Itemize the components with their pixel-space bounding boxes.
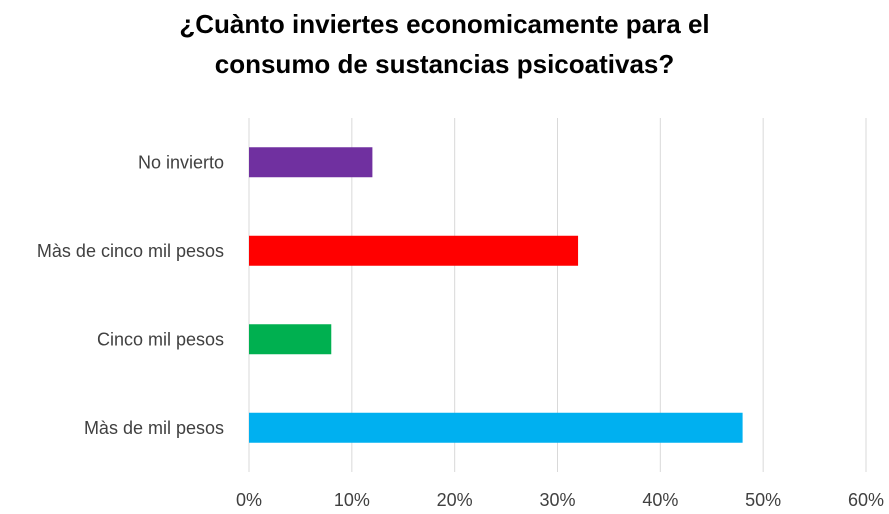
- category-label: Màs de mil pesos: [84, 418, 224, 438]
- bar-0: [249, 147, 373, 178]
- x-tick-label: 30%: [539, 490, 575, 510]
- x-tick-label: 0%: [236, 490, 262, 510]
- category-labels: No invierto Màs de cinco mil pesos Cinco m…: [37, 152, 224, 438]
- tick-labels: 0% 10% 20% 30% 40% 50% 60%: [236, 490, 884, 510]
- category-label: No invierto: [138, 152, 224, 172]
- chart-title-line-1: ¿Cuànto inviertes economicamente para el: [179, 9, 710, 39]
- bar-1: [249, 235, 579, 266]
- chart-title-line-2: consumo de sustancias psicoativas?: [214, 49, 675, 79]
- x-tick-label: 50%: [745, 490, 781, 510]
- category-label: Cinco mil pesos: [97, 329, 224, 349]
- x-tick-label: 20%: [437, 490, 473, 510]
- x-tick-label: 10%: [334, 490, 370, 510]
- bar-3: [249, 412, 743, 443]
- chart-title: ¿Cuànto inviertes economicamente para el…: [0, 4, 889, 84]
- category-label: Màs de cinco mil pesos: [37, 241, 224, 261]
- bars: [249, 147, 743, 443]
- x-tick-label: 40%: [642, 490, 678, 510]
- bar-2: [249, 324, 332, 355]
- x-tick-label: 60%: [848, 490, 884, 510]
